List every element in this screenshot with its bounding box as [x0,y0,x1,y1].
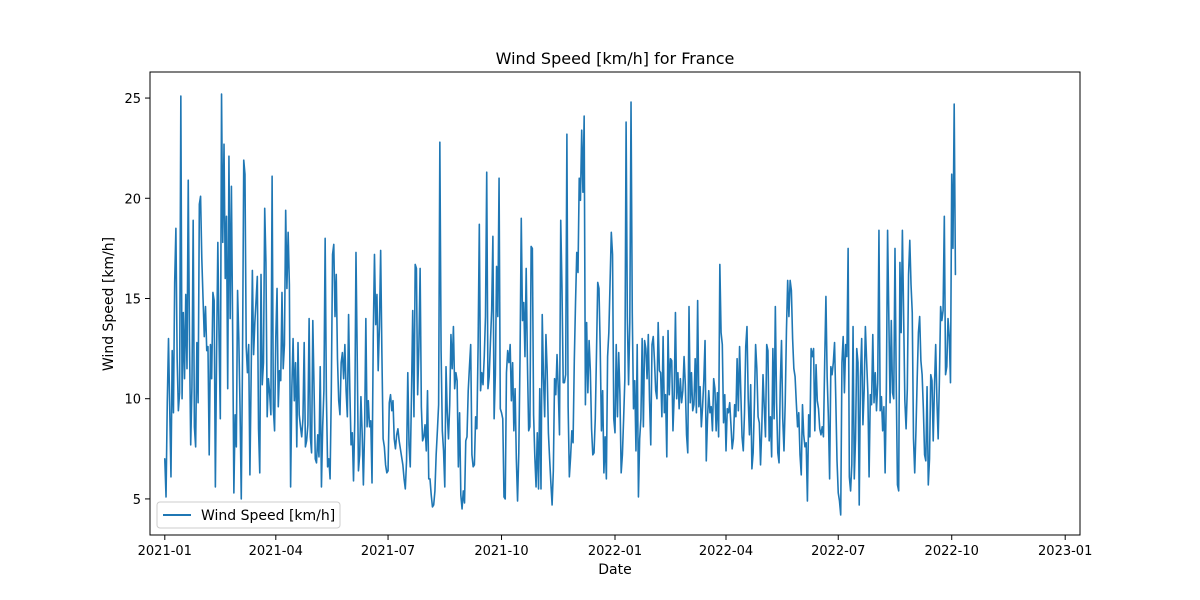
x-tick-label: 2022-10 [925,544,979,559]
y-tick-label: 5 [133,493,141,508]
y-axis-label: Wind Speed [km/h] [101,237,117,371]
x-tick-label: 2022-04 [699,544,753,559]
x-tick-label: 2022-07 [811,544,865,559]
x-tick-label: 2021-01 [138,544,192,559]
x-axis-label: Date [598,562,631,578]
x-tick-label: 2021-04 [249,544,303,559]
y-tick-label: 25 [124,92,141,107]
chart-title: Wind Speed [km/h] for France [496,49,735,68]
y-tick-label: 20 [124,192,141,207]
y-tick-label: 10 [124,393,141,408]
x-tick-label: 2022-01 [588,544,642,559]
plot-area [164,93,957,516]
x-tick-label: 2023-01 [1038,544,1092,559]
x-tick-label: 2021-07 [361,544,415,559]
x-axis: 2021-01 2021-04 2021-07 2021-10 2022-01 2022-… [138,535,1092,559]
series-line-wind-speed [164,93,957,516]
y-axis: 5 10 15 20 25 [124,92,150,508]
x-tick-label: 2021-10 [474,544,528,559]
plot-frame [149,71,1081,536]
legend: Wind Speed [km/h] [156,501,341,529]
y-tick-label: 15 [124,292,141,307]
legend-box [156,501,341,529]
legend-label: Wind Speed [km/h] [201,508,335,524]
